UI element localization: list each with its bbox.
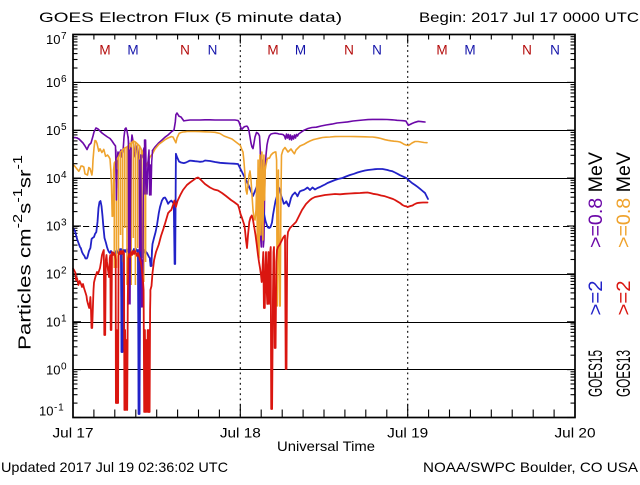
svg-text:>=0.8 MeV: >=0.8 MeV xyxy=(612,152,634,248)
svg-text:GOES Electron Flux (5 minute d: GOES Electron Flux (5 minute data) xyxy=(39,9,342,25)
svg-text:Universal Time: Universal Time xyxy=(277,438,375,454)
svg-text:3: 3 xyxy=(61,218,67,229)
svg-text:M: M xyxy=(99,43,110,58)
svg-text:10: 10 xyxy=(46,314,60,329)
svg-text:10: 10 xyxy=(46,123,60,138)
svg-text:M: M xyxy=(464,43,475,58)
svg-text:Begin: 2017 Jul 17 0000 UTC: Begin: 2017 Jul 17 0000 UTC xyxy=(419,9,639,25)
svg-text:N: N xyxy=(344,43,354,58)
svg-text:10: 10 xyxy=(46,171,60,186)
svg-text:M: M xyxy=(267,43,278,58)
svg-text:2: 2 xyxy=(61,266,67,277)
svg-text:-1: -1 xyxy=(54,403,65,414)
svg-text:10: 10 xyxy=(46,267,60,282)
svg-text:GOES13: GOES13 xyxy=(612,350,634,397)
svg-text:7: 7 xyxy=(61,31,67,42)
svg-text:10: 10 xyxy=(46,75,60,90)
svg-text:5: 5 xyxy=(61,122,67,133)
svg-text:10: 10 xyxy=(46,362,60,377)
svg-text:Updated 2017 Jul 19 02:36:02 U: Updated 2017 Jul 19 02:36:02 UTC xyxy=(1,459,228,475)
svg-text:10: 10 xyxy=(46,32,60,47)
svg-text:>=0.8 MeV: >=0.8 MeV xyxy=(584,152,606,248)
svg-text:N: N xyxy=(208,43,218,58)
svg-text:Jul 17: Jul 17 xyxy=(53,425,94,441)
svg-text:0: 0 xyxy=(61,361,67,372)
svg-text:N: N xyxy=(522,43,532,58)
svg-text:N: N xyxy=(550,43,560,58)
svg-text:Jul 18: Jul 18 xyxy=(220,425,261,441)
svg-text:>=2: >=2 xyxy=(612,281,634,316)
svg-text:10: 10 xyxy=(39,404,53,419)
svg-text:4: 4 xyxy=(61,170,67,181)
svg-text:M: M xyxy=(295,43,306,58)
svg-text:10: 10 xyxy=(46,219,60,234)
svg-text:>=2: >=2 xyxy=(584,281,606,316)
svg-text:6: 6 xyxy=(61,74,67,85)
svg-text:1: 1 xyxy=(61,313,67,324)
svg-text:M: M xyxy=(127,43,138,58)
svg-text:Jul 20: Jul 20 xyxy=(555,425,596,441)
svg-text:N: N xyxy=(180,43,190,58)
svg-text:M: M xyxy=(436,43,447,58)
svg-text:Jul 19: Jul 19 xyxy=(387,425,428,441)
svg-text:N: N xyxy=(372,43,382,58)
svg-text:Particles cm-2s-1sr-1: Particles cm-2s-1sr-1 xyxy=(12,155,35,350)
svg-text:GOES15: GOES15 xyxy=(584,350,606,397)
svg-text:NOAA/SWPC Boulder, CO USA: NOAA/SWPC Boulder, CO USA xyxy=(423,459,639,475)
